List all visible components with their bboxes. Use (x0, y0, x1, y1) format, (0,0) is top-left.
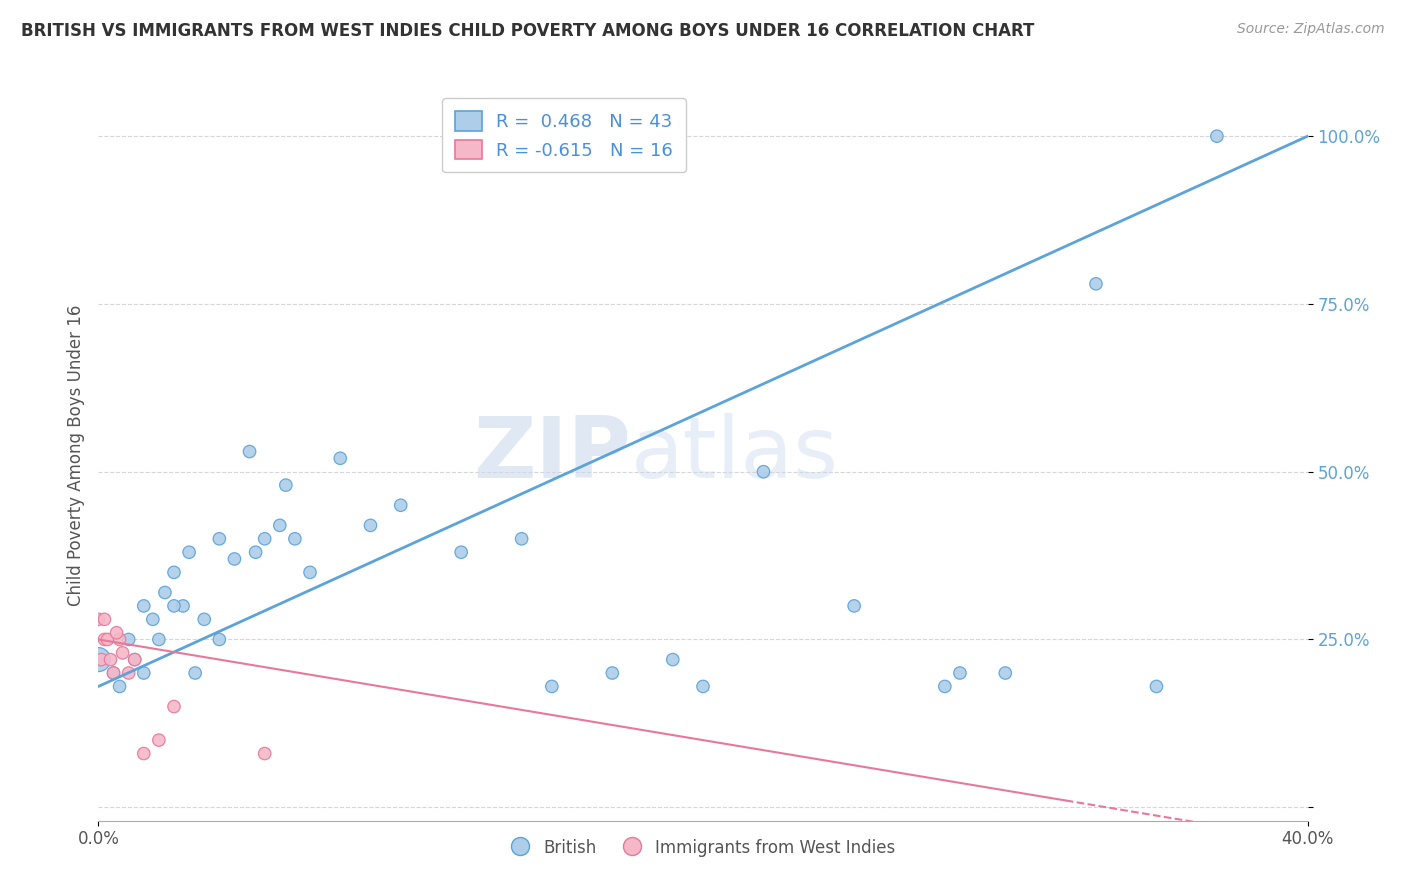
Point (142, 612, 165, 626)
Point (108, 680, 131, 694)
Point (132, 599, 155, 613)
Point (284, 532, 307, 546)
Point (124, 652, 146, 666)
Legend: British, Immigrants from West Indies: British, Immigrants from West Indies (503, 832, 903, 863)
Point (540, 680, 562, 694)
Point (208, 532, 231, 546)
Point (193, 612, 215, 626)
Point (105, 625, 128, 640)
Point (93, 632, 115, 647)
Point (90, 652, 112, 666)
Point (132, 747, 155, 761)
Point (1085, 277, 1108, 291)
Point (118, 632, 141, 647)
Point (179, 545, 201, 559)
Point (299, 566, 322, 580)
Point (208, 632, 231, 647)
Point (329, 451, 352, 466)
Y-axis label: Child Poverty Among Boys Under 16: Child Poverty Among Boys Under 16 (66, 304, 84, 606)
Point (103, 665, 125, 680)
Point (148, 632, 170, 647)
Point (87, 652, 110, 666)
Point (96, 632, 118, 647)
Point (752, 465, 775, 479)
Text: Source: ZipAtlas.com: Source: ZipAtlas.com (1237, 22, 1385, 37)
Point (661, 652, 683, 666)
Point (184, 665, 207, 680)
Point (118, 665, 141, 680)
Point (934, 680, 956, 694)
Point (103, 665, 125, 680)
Text: atlas: atlas (630, 413, 838, 497)
Point (172, 599, 194, 613)
Point (360, 518, 382, 533)
Point (163, 699, 186, 714)
Point (239, 444, 262, 458)
Point (148, 733, 170, 747)
Point (93, 612, 115, 626)
Point (949, 665, 972, 680)
Point (844, 599, 866, 613)
Point (132, 665, 155, 680)
Point (602, 665, 624, 680)
Point (111, 646, 134, 660)
Point (108, 632, 131, 647)
Point (163, 566, 186, 580)
Point (692, 680, 714, 694)
Point (124, 652, 146, 666)
Point (153, 585, 176, 599)
Point (450, 545, 472, 559)
Text: ZIP: ZIP (472, 413, 630, 497)
Point (994, 665, 1017, 680)
Point (253, 532, 276, 546)
Point (245, 545, 267, 559)
Point (87, 612, 110, 626)
Point (100, 652, 122, 666)
Point (1146, 680, 1168, 694)
Point (253, 747, 276, 761)
Point (269, 518, 291, 533)
Point (163, 599, 186, 613)
Point (389, 498, 412, 512)
Point (1206, 129, 1229, 144)
Point (510, 532, 533, 546)
Text: BRITISH VS IMMIGRANTS FROM WEST INDIES CHILD POVERTY AMONG BOYS UNDER 16 CORRELA: BRITISH VS IMMIGRANTS FROM WEST INDIES C… (21, 22, 1035, 40)
Point (224, 552, 246, 566)
Point (274, 478, 297, 492)
